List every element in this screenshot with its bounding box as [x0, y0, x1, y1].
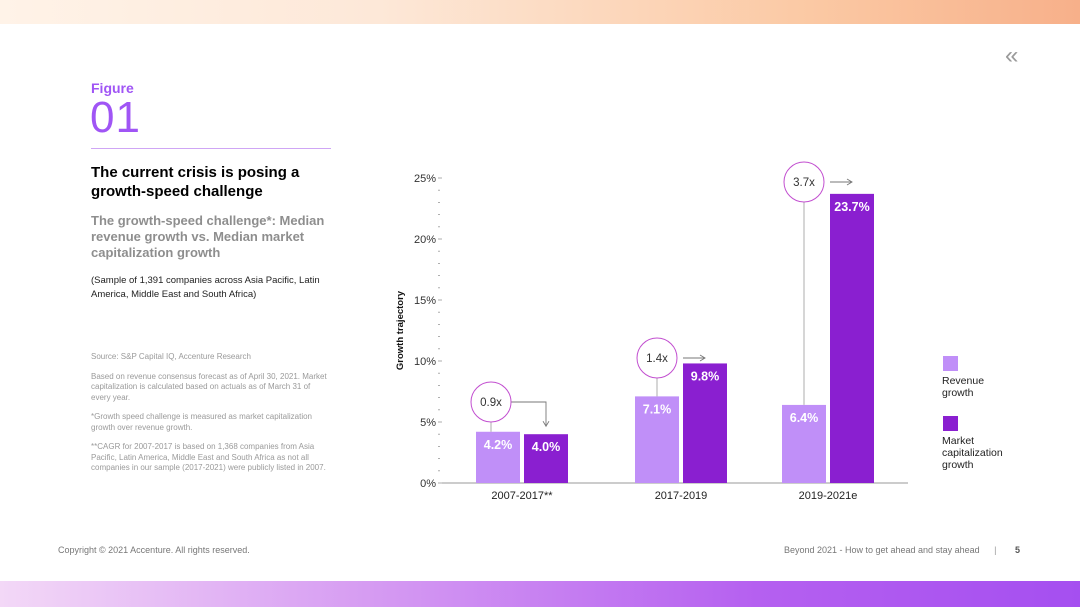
footer-right: Beyond 2021 - How to get ahead and stay … — [784, 545, 1020, 555]
data-label: 23.7% — [834, 200, 869, 214]
legend-label-line: Market — [942, 435, 975, 447]
data-label: 6.4% — [790, 411, 819, 425]
back-chevron-icon[interactable]: « — [1005, 42, 1019, 69]
ratio-arrow — [511, 401, 547, 426]
legend-label-line: capitalization — [942, 447, 1003, 459]
legend-label: Market capitalization growth — [942, 435, 1003, 471]
top-gradient-band — [0, 0, 1080, 24]
sample-note: (Sample of 1,391 companies across Asia P… — [91, 275, 320, 300]
ratio-circle — [783, 161, 825, 203]
y-tick-label: 15% — [414, 295, 436, 307]
bar-market-cap-growth — [524, 434, 568, 483]
legend-label-line: Revenue — [942, 375, 985, 387]
ratio-arrow-head — [846, 178, 853, 186]
bar-revenue-growth — [782, 404, 826, 483]
ratio-label: 0.9x — [480, 397, 502, 409]
y-tick-label: 25% — [414, 173, 436, 185]
ratio-arrow-head — [542, 420, 550, 428]
bar-chart: Growth trajectory 0% 5% 10% 15% 20% 25% 2007-20… — [395, 161, 908, 502]
bottom-gradient-band — [0, 581, 1080, 607]
y-axis-title: Growth trajectory — [395, 290, 406, 370]
bar-revenue-growth — [635, 396, 679, 483]
footer-copyright: Copyright © 2021 Accenture. All rights r… — [58, 545, 250, 555]
data-label: 7.1% — [643, 402, 672, 416]
bar-market-cap-growth — [830, 193, 874, 484]
divider — [91, 148, 331, 149]
ratio-label: 3.7x — [793, 177, 815, 189]
y-tick-label: 20% — [414, 234, 436, 246]
x-tick-label: 2007-2017** — [491, 490, 553, 502]
bar-market-cap-growth — [683, 363, 727, 483]
footnote-definition: *Growth speed challenge is measured as m… — [91, 412, 313, 432]
figure-number: 01 — [90, 93, 141, 142]
chart-subtitle: The growth-speed challenge*: Median reve… — [91, 213, 325, 260]
ratio-circle — [470, 381, 512, 423]
x-tick-label: 2019-2021e — [799, 490, 858, 502]
legend-swatch — [943, 416, 958, 431]
data-label: 9.8% — [691, 369, 720, 383]
page-title: The current crisis is posing a growth-sp… — [91, 164, 300, 200]
x-tick-label: 2017-2019 — [655, 490, 708, 502]
data-label: 4.0% — [532, 440, 561, 454]
legend-label: Revenue growth — [942, 375, 984, 399]
figure-label: Figure — [91, 80, 134, 96]
footnote-source: Source: S&P Capital IQ, Accenture Resear… — [91, 352, 251, 361]
ratio-arrow-head — [699, 354, 706, 362]
y-tick-label: 5% — [420, 417, 436, 429]
data-label: 4.2% — [484, 438, 513, 452]
legend-label-line: growth — [942, 387, 974, 399]
ratio-circle — [636, 337, 678, 379]
footer-separator: | — [994, 545, 997, 555]
legend-label-line: growth — [942, 459, 974, 471]
footnote-cagr: **CAGR for 2007-2017 is based on 1,368 c… — [91, 442, 326, 472]
page-number: 5 — [1014, 545, 1020, 555]
footer-doc-title: Beyond 2021 - How to get ahead and stay … — [783, 545, 980, 555]
footnotes: Source: S&P Capital IQ, Accenture Resear… — [91, 352, 331, 483]
footnote-forecast: Based on revenue consensus forecast as o… — [91, 371, 327, 402]
y-tick-label: 10% — [414, 356, 436, 368]
bar-revenue-growth — [476, 431, 520, 483]
legend-swatch — [943, 356, 958, 371]
y-tick-label: 0% — [420, 478, 436, 490]
ratio-label: 1.4x — [646, 353, 668, 365]
